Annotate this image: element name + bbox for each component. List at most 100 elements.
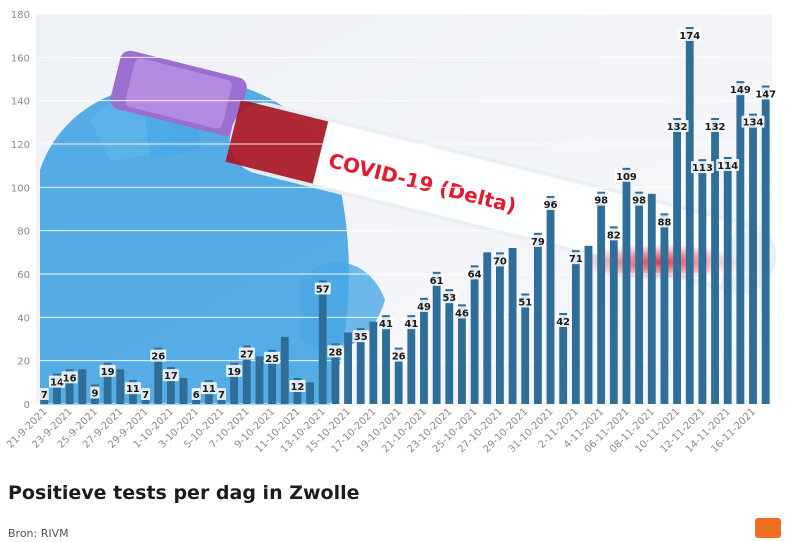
bar <box>584 245 593 404</box>
data-label-bg <box>99 364 116 377</box>
data-label: 82 <box>605 228 622 241</box>
data-label-bg <box>428 273 445 286</box>
data-label-text: 16 <box>63 373 77 384</box>
data-label-bg <box>314 282 331 295</box>
data-label: 149 <box>728 83 752 96</box>
bar <box>673 118 682 404</box>
data-label-bg <box>191 388 201 400</box>
data-label-text: 113 <box>692 163 713 174</box>
bar <box>407 315 416 404</box>
bar <box>546 196 555 404</box>
data-label-text: 19 <box>227 367 241 378</box>
data-label-bg <box>61 371 78 384</box>
data-label: 51 <box>517 295 534 309</box>
data-label-text: 51 <box>518 298 532 309</box>
bar <box>470 265 479 404</box>
bar <box>116 369 125 404</box>
bar <box>571 250 580 404</box>
data-label: 35 <box>352 330 369 343</box>
data-label-bg <box>542 198 559 210</box>
data-label-bg <box>226 364 243 377</box>
data-label: 19 <box>226 364 243 378</box>
data-label-text: 7 <box>41 390 48 401</box>
y-tick-label: 0 <box>24 400 30 411</box>
bar <box>597 191 606 404</box>
data-label: 79 <box>529 234 546 248</box>
bar <box>685 27 694 404</box>
data-label: 9 <box>90 386 100 400</box>
data-label-bg <box>631 193 648 206</box>
data-label-text: 61 <box>430 276 444 287</box>
data-label-text: 14 <box>50 378 64 389</box>
bar <box>521 293 530 404</box>
data-label-text: 132 <box>667 122 688 133</box>
data-label-text: 96 <box>544 200 558 211</box>
data-label: 96 <box>542 198 559 211</box>
bar <box>78 369 87 404</box>
data-label-text: 12 <box>290 382 304 393</box>
chart-title: Positieve tests per dag in Zwolle <box>8 482 360 504</box>
bar <box>635 191 644 404</box>
y-axis: 0 20 40 60 80 100 120 140 160 180 <box>11 10 30 411</box>
data-label-bg <box>390 349 407 362</box>
logo-icon <box>755 518 781 538</box>
data-label-text: 79 <box>531 237 545 248</box>
data-label-bg <box>162 369 179 382</box>
data-label: 71 <box>567 252 584 265</box>
bar <box>483 252 492 404</box>
data-label: 174 <box>678 29 702 42</box>
data-label-bg <box>754 87 778 100</box>
data-label-text: 134 <box>743 118 764 129</box>
data-label: 109 <box>614 169 638 183</box>
bar <box>495 252 504 404</box>
y-tick-label: 160 <box>11 53 30 64</box>
data-label-bg <box>441 291 458 304</box>
data-label: 70 <box>491 254 508 267</box>
data-label-text: 41 <box>404 319 418 330</box>
data-label-bg <box>665 120 689 132</box>
data-label-bg <box>352 330 369 343</box>
data-label-bg <box>741 115 765 128</box>
data-label-text: 88 <box>657 217 671 228</box>
data-label-text: 25 <box>265 354 279 365</box>
source-note: Bron: RIVM <box>8 527 69 540</box>
bar <box>280 336 289 404</box>
bar <box>230 362 239 404</box>
data-label-text: 11 <box>202 384 216 395</box>
bar <box>711 118 719 404</box>
data-label-text: 42 <box>556 317 570 328</box>
y-tick-label: 180 <box>11 10 30 21</box>
data-label: 11 <box>124 382 141 395</box>
data-label: 61 <box>428 273 445 287</box>
data-label-bg <box>690 161 714 174</box>
data-label-text: 7 <box>142 390 149 401</box>
bar <box>723 157 732 404</box>
data-label: 53 <box>441 291 458 304</box>
bar <box>432 271 441 404</box>
bar <box>356 328 365 404</box>
data-label: 132 <box>665 120 689 133</box>
data-label-text: 26 <box>151 352 165 363</box>
data-label: 7 <box>217 388 226 401</box>
data-label: 42 <box>555 315 572 328</box>
data-label-bg <box>605 228 622 241</box>
data-label: 19 <box>99 364 116 378</box>
data-label-bg <box>491 254 508 267</box>
bar <box>306 382 315 404</box>
data-label-text: 174 <box>679 31 700 42</box>
data-label: 88 <box>656 215 673 228</box>
data-label: 17 <box>162 369 179 382</box>
data-label-bg <box>48 375 65 388</box>
bar <box>154 347 163 404</box>
bar <box>179 378 188 404</box>
data-label-text: 35 <box>354 332 368 343</box>
data-label-text: 98 <box>594 196 608 207</box>
data-label-text: 41 <box>379 319 393 330</box>
y-tick-label: 40 <box>17 313 30 324</box>
data-label: 12 <box>289 380 306 393</box>
data-label: 49 <box>415 299 432 313</box>
data-label-text: 149 <box>730 85 751 96</box>
y-tick-label: 100 <box>11 183 30 194</box>
data-label-text: 98 <box>632 196 646 207</box>
